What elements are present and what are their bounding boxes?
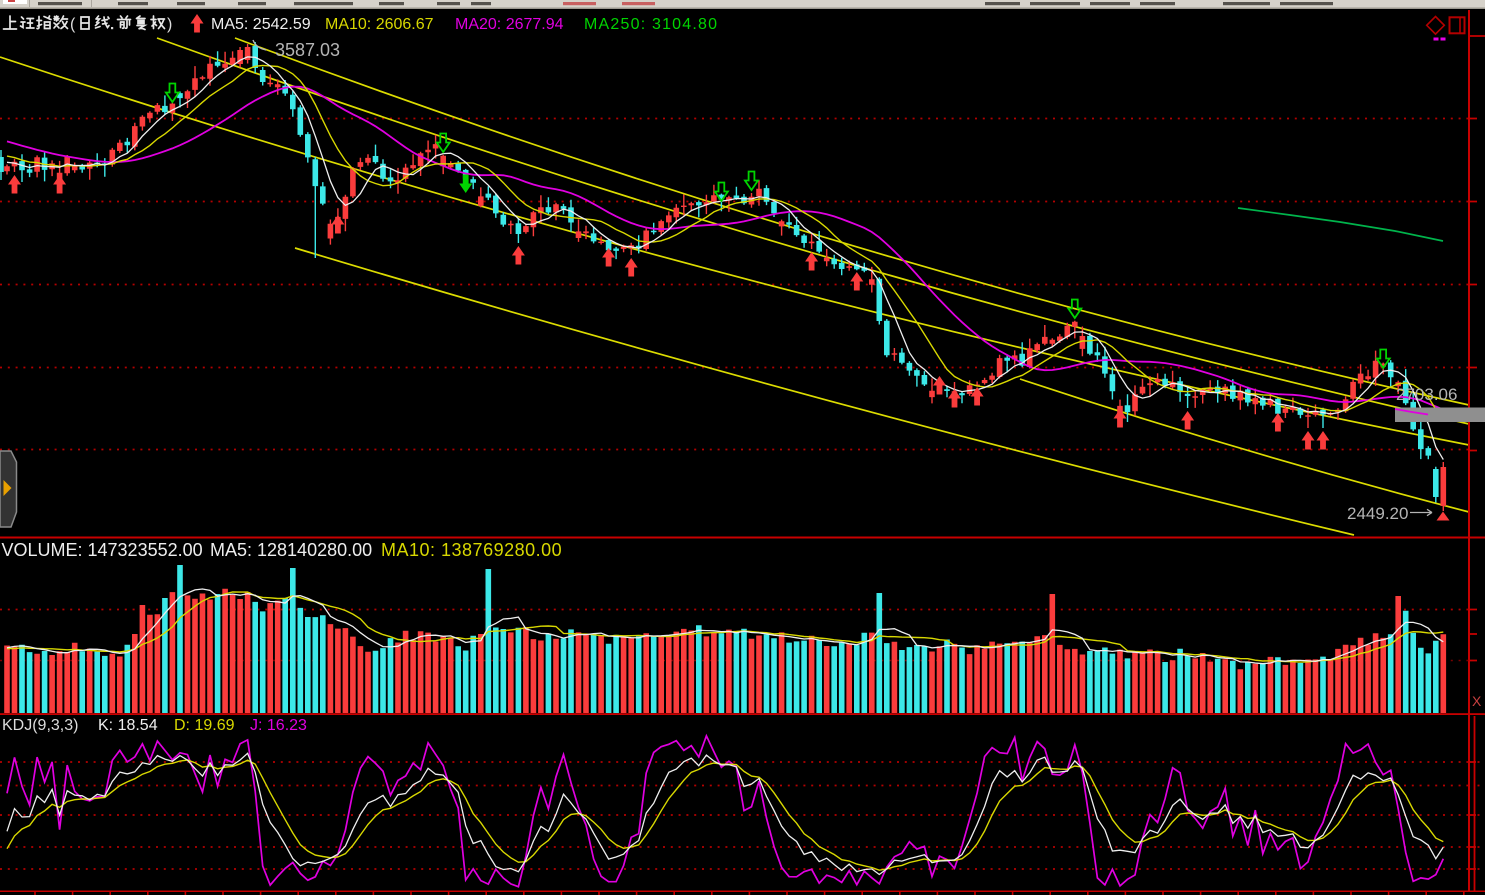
svg-text:VOLUME: 147323552.00: VOLUME: 147323552.00	[2, 540, 203, 560]
svg-text:X: X	[1472, 693, 1482, 709]
svg-text:MA5: 2542.59: MA5: 2542.59	[211, 16, 311, 33]
svg-text:3587.03: 3587.03	[275, 40, 340, 60]
svg-text:MA20: 2677.94: MA20: 2677.94	[455, 16, 564, 33]
svg-text:MA5: 128140280.00: MA5: 128140280.00	[210, 540, 372, 560]
svg-text:2703.06: 2703.06	[1396, 385, 1457, 404]
svg-text:MA250: 3104.80: MA250: 3104.80	[584, 16, 718, 33]
svg-text:MA10: 2606.67: MA10: 2606.67	[325, 16, 434, 33]
svg-text:): )	[167, 16, 172, 33]
svg-text:K: 18.54: K: 18.54	[98, 717, 158, 734]
svg-text:(: (	[70, 16, 76, 33]
svg-text:D: 19.69: D: 19.69	[174, 717, 235, 734]
svg-text:2449.20: 2449.20	[1347, 504, 1408, 523]
svg-text:KDJ(9,3,3): KDJ(9,3,3)	[2, 717, 78, 734]
svg-text:J: 16.23: J: 16.23	[250, 717, 307, 734]
svg-text:MA10: 138769280.00: MA10: 138769280.00	[381, 540, 562, 560]
